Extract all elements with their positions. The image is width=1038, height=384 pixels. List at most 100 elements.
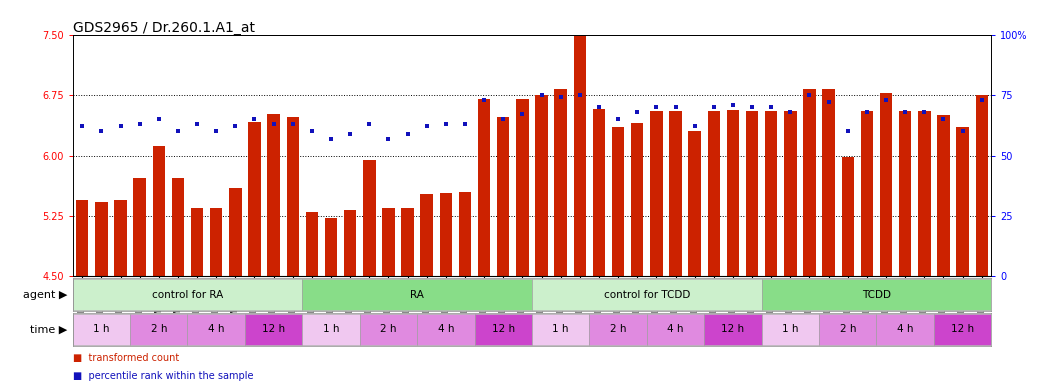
FancyBboxPatch shape [590, 314, 647, 345]
Bar [440, 193, 453, 276]
Point [112, 123, 129, 129]
Point [93, 128, 110, 134]
Bar [95, 202, 108, 276]
Point [840, 128, 856, 134]
FancyBboxPatch shape [302, 279, 532, 310]
Text: GDS2965 / Dr.260.1.A1_at: GDS2965 / Dr.260.1.A1_at [73, 21, 254, 35]
Bar [765, 111, 777, 276]
Bar [171, 178, 184, 276]
Bar [153, 146, 165, 276]
Bar [477, 99, 490, 276]
Point [514, 111, 530, 118]
Bar [420, 194, 433, 276]
Bar [554, 89, 567, 276]
Bar [918, 111, 930, 276]
Point [686, 123, 703, 129]
FancyBboxPatch shape [188, 314, 245, 345]
Bar [536, 95, 548, 276]
Bar [114, 200, 127, 276]
FancyBboxPatch shape [647, 314, 704, 345]
Bar [650, 111, 662, 276]
Bar [210, 208, 222, 276]
Bar [268, 114, 280, 276]
Bar [937, 115, 950, 276]
Bar [248, 122, 261, 276]
Bar [727, 109, 739, 276]
FancyBboxPatch shape [762, 314, 819, 345]
Point [438, 121, 455, 127]
Bar [842, 157, 854, 276]
Point [897, 109, 913, 115]
Bar [402, 208, 414, 276]
Bar [708, 111, 720, 276]
Point [457, 121, 473, 127]
Text: 4 h: 4 h [438, 324, 454, 334]
Point [534, 92, 550, 98]
Bar [670, 111, 682, 276]
Text: 12 h: 12 h [492, 324, 515, 334]
Bar [325, 218, 337, 276]
FancyBboxPatch shape [417, 314, 474, 345]
Bar [631, 123, 644, 276]
FancyBboxPatch shape [73, 279, 302, 310]
FancyBboxPatch shape [876, 314, 934, 345]
Point [169, 128, 186, 134]
Point [495, 116, 512, 122]
Point [974, 97, 990, 103]
Bar [344, 210, 356, 276]
Bar [899, 111, 911, 276]
Point [132, 121, 148, 127]
Point [246, 116, 263, 122]
Text: 4 h: 4 h [208, 324, 224, 334]
FancyBboxPatch shape [245, 314, 302, 345]
Text: ■  transformed count: ■ transformed count [73, 353, 179, 363]
Bar [363, 160, 376, 276]
Point [189, 121, 206, 127]
Bar [134, 178, 146, 276]
Point [706, 104, 722, 110]
Text: ■  percentile rank within the sample: ■ percentile rank within the sample [73, 371, 253, 381]
Text: 2 h: 2 h [380, 324, 397, 334]
Bar [956, 127, 968, 276]
FancyBboxPatch shape [73, 314, 130, 345]
FancyBboxPatch shape [934, 314, 991, 345]
Text: RA: RA [410, 290, 425, 300]
Point [400, 131, 416, 137]
FancyBboxPatch shape [474, 314, 532, 345]
Bar [305, 212, 318, 276]
FancyBboxPatch shape [532, 314, 590, 345]
Text: 1 h: 1 h [552, 324, 569, 334]
Point [303, 128, 320, 134]
Text: control for TCDD: control for TCDD [604, 290, 690, 300]
Bar [191, 208, 203, 276]
Point [935, 116, 952, 122]
Point [954, 128, 971, 134]
Bar [497, 117, 510, 276]
Bar [784, 111, 796, 276]
FancyBboxPatch shape [532, 279, 762, 310]
Bar [382, 208, 394, 276]
Point [667, 104, 684, 110]
Point [858, 109, 875, 115]
Bar [516, 99, 528, 276]
Point [342, 131, 358, 137]
Text: 12 h: 12 h [262, 324, 285, 334]
Point [208, 128, 224, 134]
Point [609, 116, 626, 122]
Text: time ▶: time ▶ [30, 324, 67, 334]
Point [725, 102, 741, 108]
Point [284, 121, 301, 127]
Bar [822, 89, 835, 276]
Bar [574, 35, 586, 276]
Bar [76, 200, 88, 276]
FancyBboxPatch shape [302, 314, 360, 345]
Bar [880, 93, 893, 276]
Point [227, 123, 244, 129]
Bar [286, 117, 299, 276]
Point [74, 123, 90, 129]
Bar [861, 111, 873, 276]
FancyBboxPatch shape [704, 314, 762, 345]
Text: 12 h: 12 h [951, 324, 974, 334]
Point [380, 136, 397, 142]
Point [916, 109, 932, 115]
